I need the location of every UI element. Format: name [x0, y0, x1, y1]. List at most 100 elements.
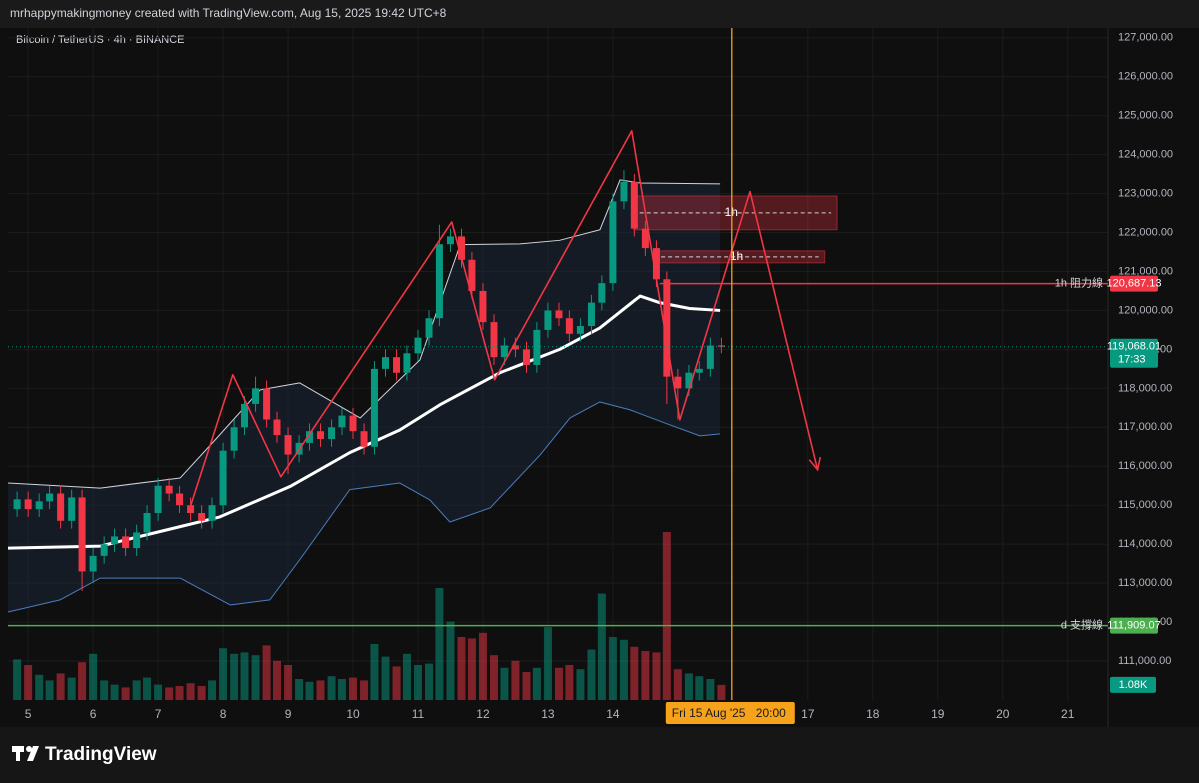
- candle-body: [68, 497, 76, 521]
- volume-bar: [284, 665, 293, 700]
- candle-body: [565, 318, 573, 334]
- volume-bar: [425, 663, 434, 700]
- x-tick-label: 9: [285, 707, 292, 721]
- x-tick-label: 6: [90, 707, 97, 721]
- volume-bar: [619, 639, 628, 700]
- volume-bar: [230, 653, 239, 700]
- candle-body: [46, 493, 54, 502]
- candle-body: [544, 310, 552, 330]
- volume-bar: [392, 666, 401, 700]
- candle-body: [122, 536, 130, 549]
- volume-bar: [13, 659, 22, 700]
- x-tick-label: 19: [931, 707, 945, 721]
- candle-body: [576, 326, 584, 334]
- x-tick-label: 5: [25, 707, 32, 721]
- volume-bar: [337, 679, 346, 700]
- candle-body: [165, 485, 173, 494]
- candle-body: [35, 501, 43, 510]
- level-name: d 支撐線: [1061, 618, 1103, 632]
- candle-body: [24, 499, 32, 510]
- volume-bar: [295, 679, 304, 700]
- y-tick-label: 121,000.00: [1118, 265, 1173, 277]
- candle-body: [706, 345, 714, 369]
- volume-bar: [717, 684, 726, 700]
- time-tag-date: Fri 15 Aug '25: [672, 706, 746, 720]
- volume-bar: [457, 637, 466, 700]
- volume-bar: [554, 667, 563, 700]
- volume-bar: [413, 665, 422, 700]
- candle-body: [252, 388, 260, 404]
- volume-bar: [24, 665, 33, 700]
- y-tick-label: 118,000.00: [1118, 382, 1172, 394]
- candle-body: [360, 431, 368, 447]
- volume-bar: [110, 684, 119, 700]
- volume-bar: [197, 686, 206, 700]
- volume-bar: [240, 652, 249, 700]
- volume-bar: [587, 649, 596, 700]
- y-tick-label: 124,000.00: [1118, 149, 1173, 161]
- candle-body: [641, 228, 649, 249]
- y-tick-label: 111,000.00: [1118, 655, 1171, 667]
- volume-bar: [402, 653, 411, 700]
- level-name: 1h 阻力線: [1055, 276, 1103, 290]
- x-tick-label: 7: [155, 707, 162, 721]
- volume-bar: [435, 588, 444, 700]
- volume-bar: [316, 680, 325, 700]
- candle-body: [111, 536, 119, 545]
- candle-body: [393, 357, 401, 373]
- candle-body: [349, 415, 357, 432]
- volume-bar: [565, 665, 574, 700]
- candle-body: [370, 368, 378, 447]
- candle-body: [674, 376, 682, 389]
- volume-bar: [706, 679, 715, 700]
- brand: TradingView: [45, 744, 157, 765]
- candle-body: [598, 283, 606, 303]
- volume-bar: [684, 673, 693, 700]
- candle-body: [154, 485, 162, 514]
- volume-bar: [121, 687, 130, 700]
- footer-bar: [0, 727, 1199, 783]
- y-tick-label: 125,000.00: [1118, 110, 1173, 122]
- candle-body: [208, 505, 216, 521]
- y-tick-label: 115,000.00: [1118, 499, 1172, 511]
- x-tick-label: 10: [346, 707, 360, 721]
- candle-body: [533, 329, 541, 365]
- volume-bar: [132, 680, 141, 700]
- volume-bar: [35, 674, 44, 700]
- candle-body: [100, 544, 108, 556]
- volume-bar: [143, 677, 152, 700]
- volume-bar: [446, 621, 455, 700]
- candle-body: [620, 181, 628, 202]
- candle-body: [328, 427, 336, 439]
- volume-bar: [478, 632, 487, 700]
- y-tick-label: 113,000.00: [1118, 577, 1172, 589]
- candle-body: [241, 403, 249, 428]
- volume-bar: [349, 677, 358, 700]
- candle-body: [522, 349, 530, 365]
- volume-bar: [630, 646, 639, 700]
- level-tag-label: 120,687.13: [1106, 278, 1161, 290]
- x-tick-label: 8: [220, 707, 227, 721]
- logo-mark: [12, 746, 24, 761]
- arrow-head: [808, 456, 822, 472]
- candle-body: [57, 493, 65, 521]
- volume-bar: [522, 672, 531, 700]
- y-tick-label: 114,000.00: [1118, 538, 1172, 550]
- y-tick-label: 116,000.00: [1118, 460, 1172, 472]
- candle-body: [338, 415, 346, 428]
- candle-body: [587, 302, 595, 327]
- volume-bar: [165, 687, 174, 700]
- candle-body: [490, 322, 498, 358]
- x-tick-label: 20: [996, 707, 1010, 721]
- volume-bar: [89, 653, 98, 700]
- volume-bar: [370, 644, 379, 700]
- candle-body: [652, 248, 660, 280]
- candle-body: [403, 353, 411, 373]
- candle-body: [13, 499, 21, 510]
- time-tag-time: 20:00: [756, 706, 786, 720]
- volume-tag: [1110, 676, 1156, 693]
- candle-body: [381, 357, 389, 369]
- candle-body: [479, 290, 487, 323]
- candle-body: [446, 236, 454, 245]
